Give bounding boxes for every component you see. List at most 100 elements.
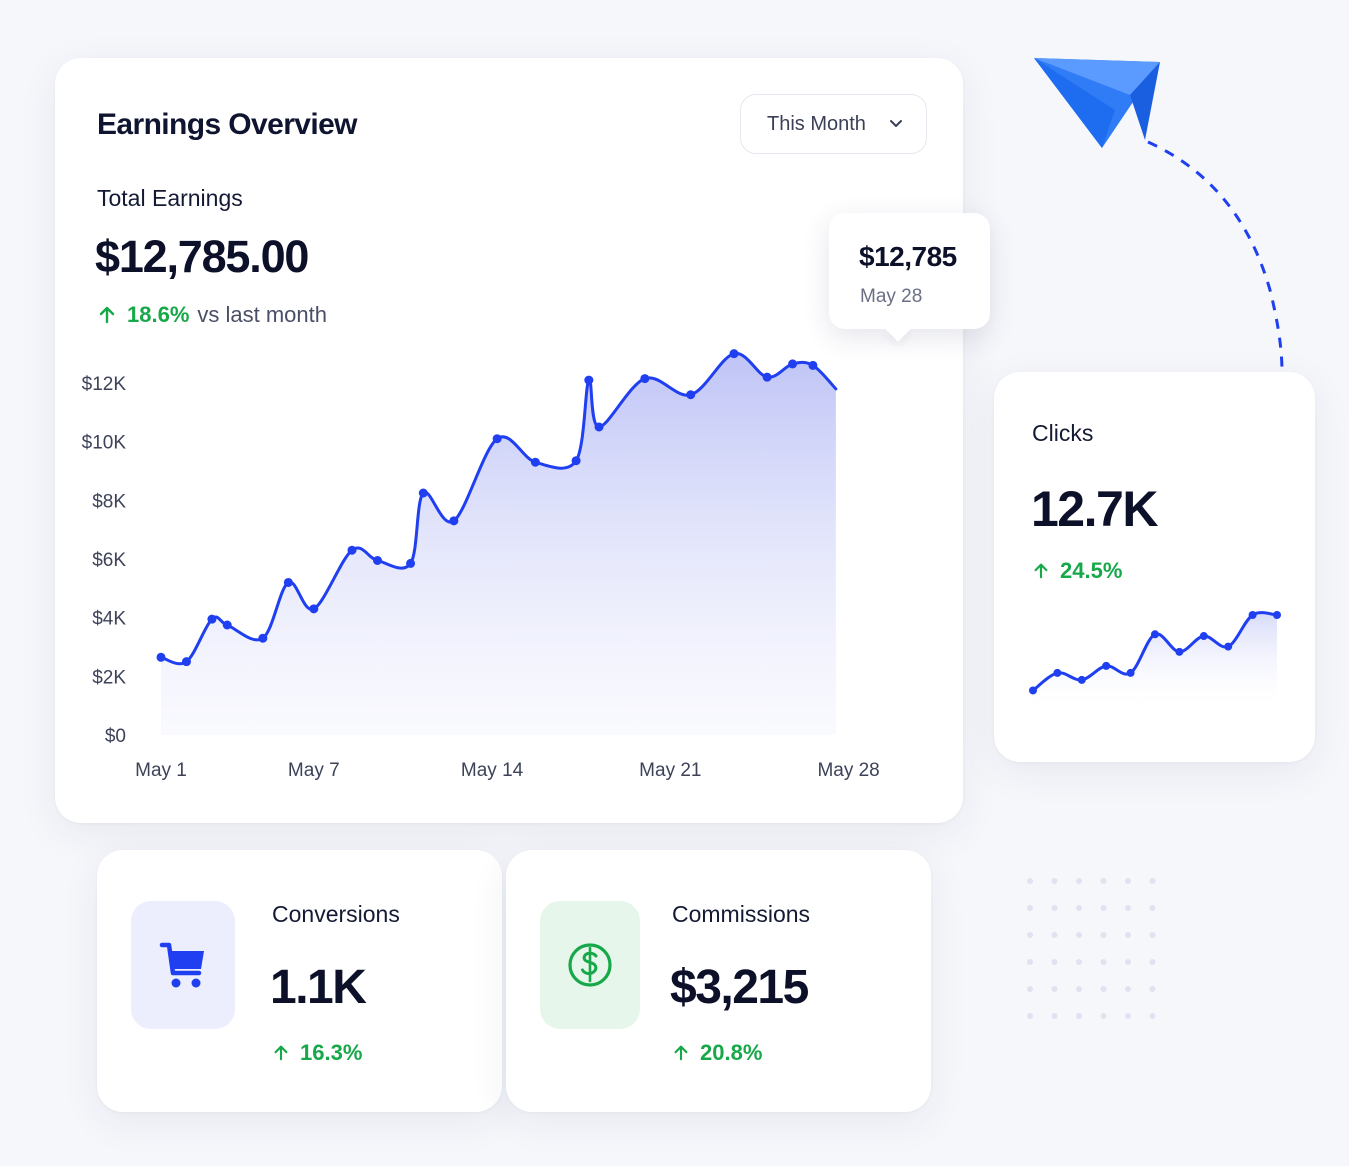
earnings-delta-pct: 18.6% bbox=[127, 302, 190, 327]
sparkline-point bbox=[1199, 632, 1208, 641]
commissions-card: Commissions $3,215 20.8% bbox=[506, 850, 931, 1112]
sparkline-point bbox=[1151, 630, 1159, 639]
data-point[interactable] bbox=[406, 558, 416, 568]
grid-dot bbox=[1149, 1013, 1156, 1019]
grid-dot bbox=[1051, 905, 1058, 911]
cart-icon bbox=[159, 942, 204, 988]
data-point[interactable] bbox=[156, 652, 166, 662]
sparkline-point bbox=[1126, 668, 1135, 677]
data-point[interactable] bbox=[181, 657, 191, 667]
grid-dot bbox=[1125, 959, 1131, 965]
earnings-delta-text: vs last month bbox=[197, 302, 327, 327]
grid-dot bbox=[1149, 932, 1156, 938]
grid-dot bbox=[1076, 932, 1082, 938]
grid-dot bbox=[1100, 932, 1107, 938]
data-point[interactable] bbox=[283, 577, 293, 587]
data-point[interactable] bbox=[530, 457, 540, 467]
y-tick-label: $4K bbox=[92, 609, 126, 630]
grid-dot bbox=[1100, 959, 1107, 965]
conversions-icon-tile bbox=[131, 901, 235, 1029]
data-point[interactable] bbox=[347, 545, 357, 555]
conversions-label: Conversions bbox=[272, 901, 400, 927]
grid-dot bbox=[1076, 1013, 1082, 1019]
clicks-delta: 24.5% bbox=[1032, 558, 1122, 584]
data-point[interactable] bbox=[808, 360, 818, 370]
arrow-up-icon bbox=[1034, 563, 1048, 579]
data-point[interactable] bbox=[449, 516, 459, 526]
earnings-area bbox=[161, 353, 836, 735]
commissions-value: $3,215 bbox=[670, 961, 809, 1014]
grid-dot bbox=[1076, 959, 1082, 965]
conversions-card: Conversions 1.1K 16.3% bbox=[97, 850, 502, 1112]
data-point[interactable] bbox=[584, 375, 594, 385]
tooltip-value: $12,785 bbox=[859, 241, 957, 272]
sparkline-point bbox=[1077, 675, 1086, 684]
grid-dot bbox=[1125, 1013, 1131, 1019]
x-tick-label: May 28 bbox=[817, 760, 879, 781]
grid-dot bbox=[1051, 878, 1058, 884]
grid-dot bbox=[1027, 986, 1033, 992]
data-point[interactable] bbox=[309, 604, 319, 614]
period-dropdown[interactable]: This Month bbox=[740, 94, 927, 154]
grid-dot bbox=[1051, 986, 1058, 992]
arrow-up-icon bbox=[674, 1045, 688, 1061]
grid-dot bbox=[1100, 905, 1107, 911]
data-point[interactable] bbox=[492, 434, 502, 444]
clicks-sparkline bbox=[1029, 611, 1281, 712]
arrow-up-icon bbox=[274, 1045, 288, 1061]
data-point[interactable] bbox=[729, 349, 739, 359]
y-tick-label: $0 bbox=[105, 726, 126, 747]
arrow-up-icon bbox=[99, 306, 115, 324]
clicks-sparkline-area bbox=[1033, 612, 1277, 712]
clicks-delta-pct: 24.5% bbox=[1060, 558, 1123, 583]
chart-tooltip: $12,785 May 28 bbox=[829, 213, 990, 329]
paper-plane-icon bbox=[1034, 58, 1160, 148]
data-point[interactable] bbox=[372, 555, 382, 565]
grid-dot bbox=[1027, 959, 1033, 965]
grid-dot bbox=[1149, 986, 1156, 992]
dot-grid bbox=[1027, 878, 1156, 1019]
total-earnings-value: $12,785.00 bbox=[95, 231, 309, 282]
commissions-delta-pct: 20.8% bbox=[700, 1040, 763, 1065]
data-point[interactable] bbox=[571, 456, 581, 466]
commissions-icon-tile bbox=[540, 901, 640, 1029]
sparkline-point bbox=[1053, 668, 1062, 677]
earnings-chart: $0 $2K $4K $6K $8K $10K $12K May 1 May 7 May 14 M… bbox=[82, 349, 880, 781]
dashed-trail bbox=[1147, 140, 1284, 373]
sparkline-point bbox=[1102, 661, 1111, 670]
clicks-card: Clicks 12.7K 24.5% bbox=[994, 372, 1315, 762]
grid-dot bbox=[1051, 959, 1058, 965]
data-point[interactable] bbox=[788, 359, 798, 369]
grid-dot bbox=[1100, 878, 1107, 884]
data-point[interactable] bbox=[418, 488, 428, 498]
data-point[interactable] bbox=[686, 390, 696, 400]
card-title: Earnings Overview bbox=[97, 108, 358, 141]
sparkline-point bbox=[1029, 686, 1037, 695]
grid-dot bbox=[1076, 878, 1082, 884]
x-tick-label: May 7 bbox=[288, 760, 340, 781]
grid-dot bbox=[1027, 878, 1033, 884]
conversions-value: 1.1K bbox=[270, 961, 367, 1014]
earnings-delta: 18.6% vs last month bbox=[97, 302, 327, 328]
commissions-delta: 20.8% bbox=[672, 1040, 762, 1066]
grid-dot bbox=[1076, 986, 1082, 992]
period-dropdown-value: This Month bbox=[767, 112, 866, 135]
grid-dot bbox=[1051, 932, 1058, 938]
data-point[interactable] bbox=[762, 372, 772, 382]
grid-dot bbox=[1125, 878, 1131, 884]
grid-dot bbox=[1076, 905, 1082, 911]
clicks-label: Clicks bbox=[1032, 420, 1094, 446]
grid-dot bbox=[1100, 1013, 1107, 1019]
grid-dot bbox=[1027, 905, 1033, 911]
grid-dot bbox=[1149, 878, 1156, 884]
data-point[interactable] bbox=[207, 614, 217, 624]
conversions-delta-pct: 16.3% bbox=[300, 1040, 363, 1065]
data-point[interactable] bbox=[222, 620, 232, 630]
sparkline-point bbox=[1224, 642, 1233, 651]
grid-dot bbox=[1149, 905, 1156, 911]
data-point[interactable] bbox=[640, 374, 650, 384]
grid-dot bbox=[1027, 1013, 1033, 1019]
data-point[interactable] bbox=[594, 422, 604, 432]
data-point[interactable] bbox=[258, 633, 268, 643]
grid-dot bbox=[1125, 905, 1131, 911]
